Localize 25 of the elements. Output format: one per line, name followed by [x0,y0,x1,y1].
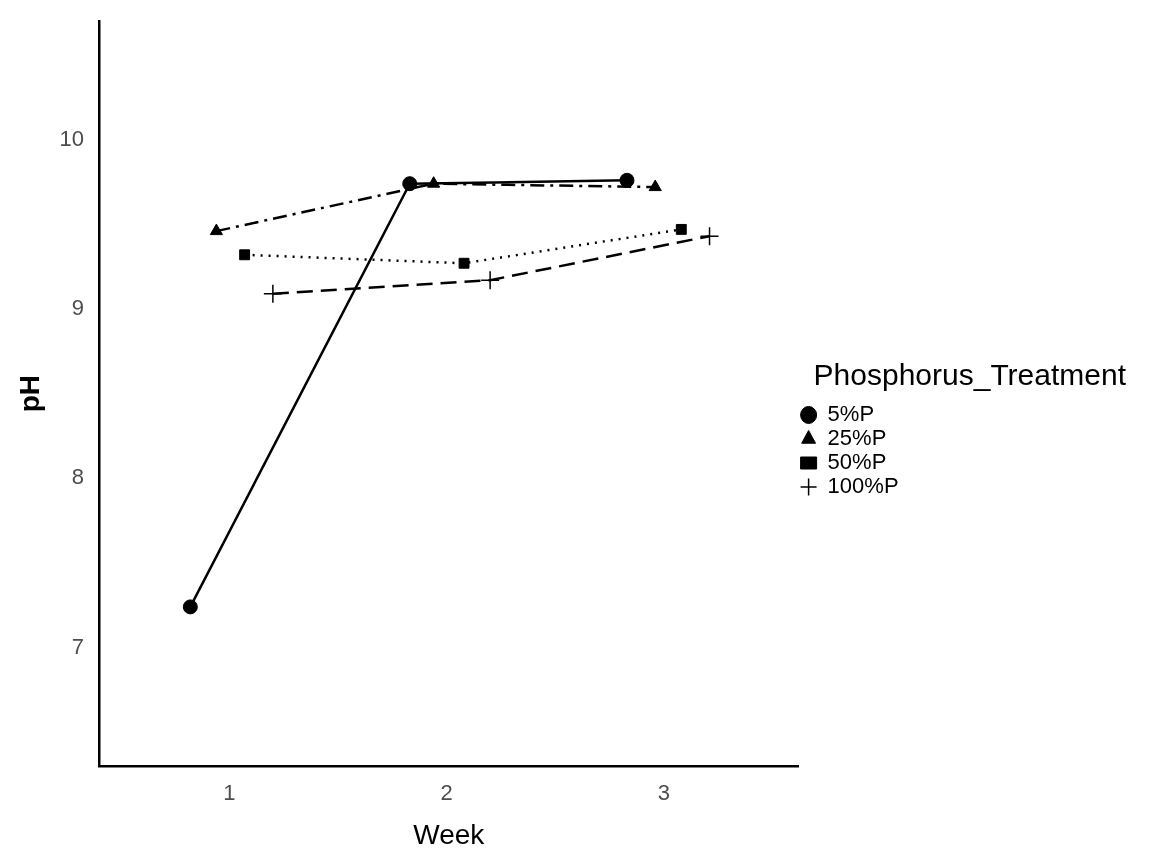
point [209,223,223,236]
point [648,179,662,192]
x-axis-title: Week [413,818,486,850]
point [675,223,687,235]
point [480,270,500,290]
y-tick-label: 7 [71,633,85,659]
x-tick-label: 3 [657,780,671,806]
legend-label: 50%P [827,449,887,475]
point [182,599,198,615]
legend-label: 25%P [827,425,887,451]
y-tick-label: 10 [59,125,85,151]
point [619,172,635,188]
point [699,226,720,246]
legend-title: Phosphorus_Treatment [813,358,1127,392]
legend-label: 100%P [827,473,899,499]
point [458,257,470,269]
point [239,249,251,261]
y-axis-title: pH [13,374,45,413]
point [402,176,418,192]
y-tick-label: 8 [71,464,85,490]
point [263,283,283,304]
y-tick-label: 9 [71,295,85,321]
x-tick-label: 1 [223,780,236,806]
x-tick-label: 2 [440,780,453,806]
legend-label: 5%P [827,401,875,427]
